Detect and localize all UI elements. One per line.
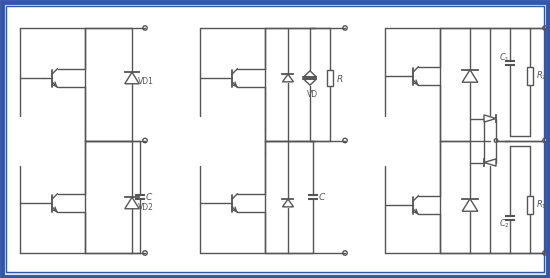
Polygon shape	[304, 71, 316, 77]
Text: $R$: $R$	[336, 73, 343, 83]
Polygon shape	[484, 115, 496, 122]
Text: VD1: VD1	[138, 76, 153, 86]
Text: $C_1$: $C_1$	[499, 52, 510, 64]
Text: $C$: $C$	[145, 191, 153, 202]
Text: $R_1$: $R_1$	[536, 199, 547, 211]
Polygon shape	[462, 199, 478, 211]
Bar	[527, 67, 533, 85]
Text: VD2: VD2	[138, 203, 153, 212]
Polygon shape	[283, 199, 294, 207]
Polygon shape	[304, 79, 316, 85]
Polygon shape	[462, 70, 478, 82]
Text: $C$: $C$	[318, 191, 326, 202]
Text: $R_2$: $R_2$	[536, 70, 547, 82]
Polygon shape	[125, 72, 139, 84]
Bar	[527, 196, 533, 214]
Polygon shape	[283, 74, 294, 82]
Text: $C_2$: $C_2$	[499, 217, 510, 230]
Text: VD: VD	[306, 90, 317, 98]
Polygon shape	[125, 197, 139, 209]
Bar	[327, 70, 333, 86]
Polygon shape	[484, 159, 496, 166]
